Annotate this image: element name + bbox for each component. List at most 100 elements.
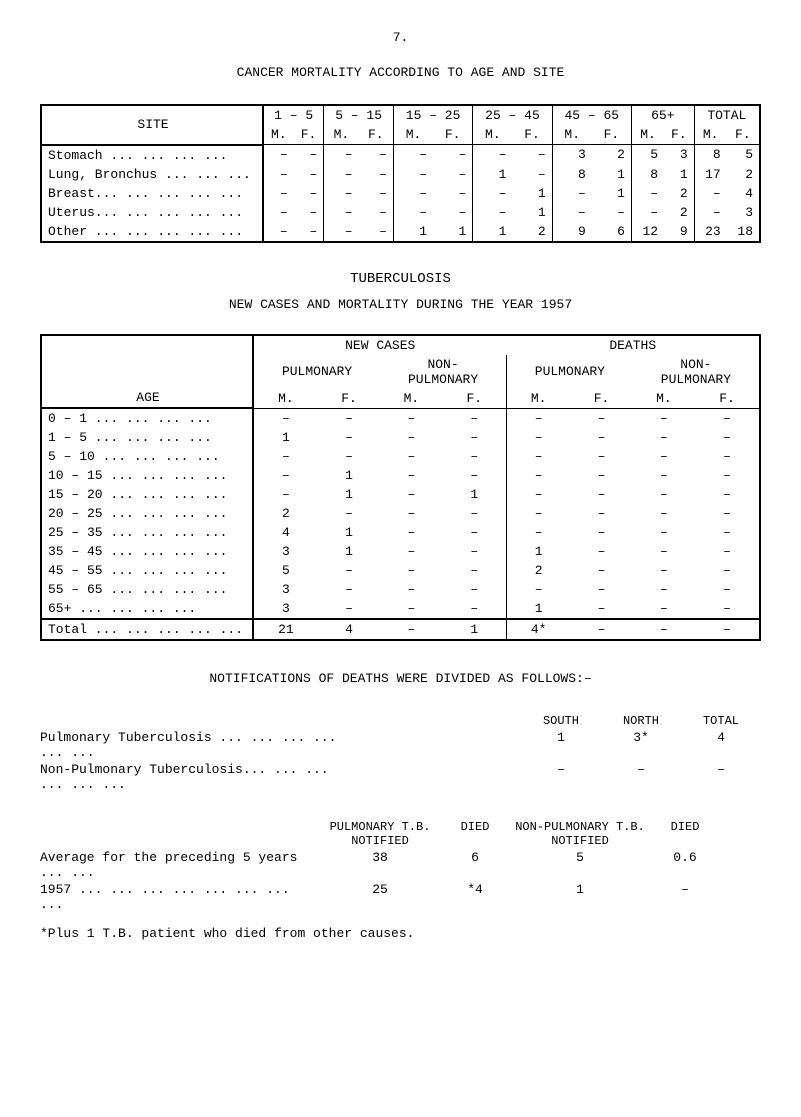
- cell: –: [294, 165, 324, 184]
- notif-val: 1: [510, 882, 650, 912]
- cell: –: [253, 466, 318, 485]
- cell: –: [253, 485, 318, 504]
- cell: –: [506, 408, 570, 428]
- hdr-col-3: 25 – 45: [473, 105, 552, 125]
- age-label: 1 – 5 ... ... ... ...: [41, 428, 253, 447]
- cell: 1: [318, 542, 380, 561]
- hdr-pulm2: PULMONARY: [506, 355, 632, 389]
- cell: –: [631, 203, 664, 222]
- cell: 4: [727, 184, 760, 203]
- sub-m: M.: [253, 389, 318, 409]
- cell: –: [695, 619, 760, 640]
- site-label: Uterus... ... ... ... ...: [41, 203, 263, 222]
- cell: 1: [318, 523, 380, 542]
- col-north: NORTH: [601, 714, 681, 728]
- hdr-col-0: 1 – 5: [263, 105, 324, 125]
- sub-m: M.: [473, 125, 513, 145]
- cell: –: [570, 408, 633, 428]
- sub-m: M.: [694, 125, 727, 145]
- sub-f: F.: [433, 125, 473, 145]
- hdr-age: AGE: [41, 335, 253, 409]
- cell: 3: [253, 542, 318, 561]
- sub-f: F.: [664, 125, 694, 145]
- cell: –: [318, 580, 380, 599]
- hdr-col-6: TOTAL: [694, 105, 760, 125]
- notif-val: 1: [521, 730, 601, 760]
- cell: –: [294, 145, 324, 165]
- notif-label: Average for the preceding 5 years ... ..…: [40, 850, 320, 880]
- hdr-deaths: DEATHS: [506, 335, 760, 355]
- sub-m: M.: [324, 125, 359, 145]
- cell: –: [443, 447, 507, 466]
- cell: –: [443, 599, 507, 619]
- cell: –: [263, 145, 294, 165]
- cell: –: [633, 523, 695, 542]
- cell: –: [633, 466, 695, 485]
- cell: –: [380, 523, 442, 542]
- site-label: Other ... ... ... ... ...: [41, 222, 263, 242]
- cell: 4: [318, 619, 380, 640]
- cell: –: [324, 184, 359, 203]
- cell: –: [318, 408, 380, 428]
- notif-val: –: [601, 762, 681, 792]
- page-number: 7.: [40, 30, 761, 45]
- cell: 1: [433, 222, 473, 242]
- cell: –: [324, 165, 359, 184]
- cell: 4*: [506, 619, 570, 640]
- cell: –: [380, 408, 442, 428]
- site-label: Lung, Bronchus ... ... ...: [41, 165, 263, 184]
- cell: –: [294, 203, 324, 222]
- cell: –: [380, 466, 442, 485]
- cell: –: [433, 145, 473, 165]
- cell: –: [694, 184, 727, 203]
- hdr-col-2: 15 – 25: [393, 105, 472, 125]
- cell: 1: [393, 222, 433, 242]
- cell: –: [324, 145, 359, 165]
- table1-title: CANCER MORTALITY ACCORDING TO AGE AND SI…: [40, 65, 761, 80]
- cell: 5: [727, 145, 760, 165]
- cell: –: [433, 165, 473, 184]
- sub-f: F.: [727, 125, 760, 145]
- cell: –: [633, 619, 695, 640]
- cell: –: [263, 165, 294, 184]
- cell: –: [695, 428, 760, 447]
- sub-m: M.: [380, 389, 442, 409]
- cell: –: [433, 184, 473, 203]
- cell: –: [506, 466, 570, 485]
- cell: 8: [631, 165, 664, 184]
- cell: –: [263, 184, 294, 203]
- cell: –: [506, 523, 570, 542]
- sub-m: M.: [506, 389, 570, 409]
- cell: –: [324, 222, 359, 242]
- cell: 1: [318, 466, 380, 485]
- cell: –: [633, 428, 695, 447]
- cell: 18: [727, 222, 760, 242]
- notif-label: Pulmonary Tuberculosis ... ... ... ... .…: [40, 730, 340, 760]
- notif-val: –: [650, 882, 720, 912]
- cell: 2: [506, 561, 570, 580]
- cell: –: [294, 184, 324, 203]
- cell: –: [380, 599, 442, 619]
- cell: –: [443, 408, 507, 428]
- age-label: 55 – 65 ... ... ... ...: [41, 580, 253, 599]
- cell: 3: [253, 599, 318, 619]
- cell: 9: [552, 222, 592, 242]
- cell: –: [633, 561, 695, 580]
- cell: 3: [727, 203, 760, 222]
- cell: –: [324, 203, 359, 222]
- cell: –: [570, 504, 633, 523]
- site-label: Breast... ... ... ... ...: [41, 184, 263, 203]
- cell: 8: [694, 145, 727, 165]
- cell: –: [570, 580, 633, 599]
- cell: –: [443, 523, 507, 542]
- hdr-newcases: NEW CASES: [253, 335, 506, 355]
- cell: –: [359, 184, 394, 203]
- age-label: 65+ ... ... ... ...: [41, 599, 253, 619]
- cell: 12: [631, 222, 664, 242]
- cell: –: [570, 447, 633, 466]
- cell: –: [318, 599, 380, 619]
- cell: –: [695, 523, 760, 542]
- cell: –: [253, 408, 318, 428]
- cell: –: [380, 542, 442, 561]
- site-label: Stomach ... ... ... ...: [41, 145, 263, 165]
